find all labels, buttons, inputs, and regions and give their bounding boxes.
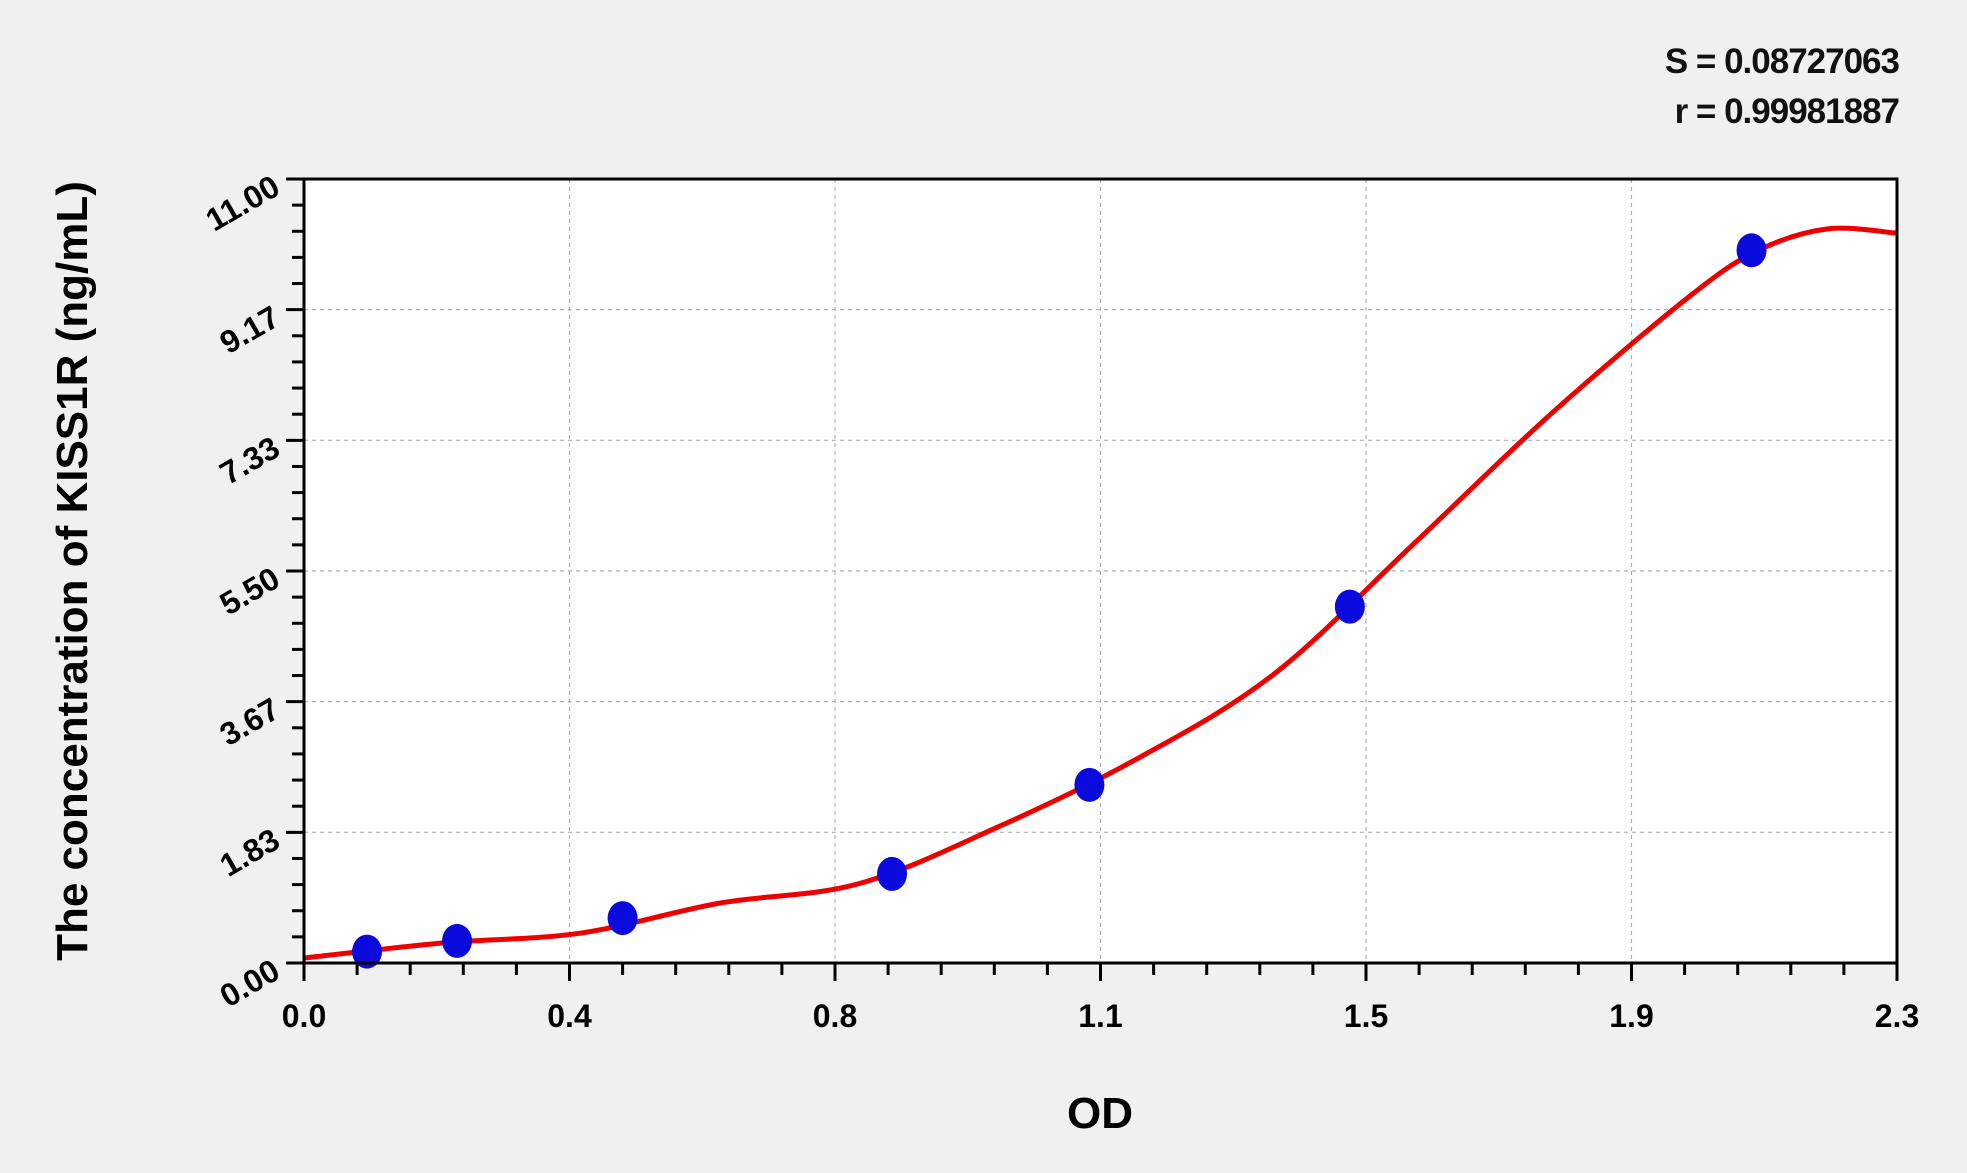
y-tick-label: 11.00 bbox=[200, 168, 286, 238]
x-axis-title: OD bbox=[1067, 1089, 1133, 1138]
x-tick-label: 2.3 bbox=[1875, 998, 1919, 1034]
data-point bbox=[352, 934, 383, 969]
x-tick-label: 1.1 bbox=[1078, 998, 1122, 1034]
stat-s: S = 0.08727063 bbox=[1664, 42, 1900, 81]
y-tick-label: 0.00 bbox=[214, 952, 286, 1014]
x-tick-label: 1.5 bbox=[1344, 998, 1388, 1034]
data-point bbox=[877, 856, 908, 891]
data-point bbox=[1736, 233, 1767, 268]
plot-frame bbox=[302, 177, 1899, 965]
x-tick-label: 0.0 bbox=[282, 998, 326, 1034]
stat-r: r = 0.99981887 bbox=[1674, 92, 1900, 131]
x-tick-label: 0.8 bbox=[813, 998, 857, 1034]
x-tick-label: 0.4 bbox=[547, 998, 592, 1034]
data-point bbox=[607, 901, 638, 936]
y-tick-label: 1.83 bbox=[214, 821, 286, 883]
y-tick-label: 3.67 bbox=[214, 691, 286, 753]
data-point bbox=[442, 923, 473, 958]
data-point bbox=[1074, 767, 1105, 802]
y-tick-label: 7.33 bbox=[214, 429, 286, 491]
fit-curve bbox=[303, 225, 1898, 961]
data-point bbox=[1334, 589, 1365, 624]
y-tick-label: 9.17 bbox=[214, 299, 286, 361]
y-axis-title: The concentration of KISS1R (ng/mL) bbox=[48, 181, 97, 961]
x-tick-label: 1.9 bbox=[1609, 998, 1653, 1034]
y-tick-label: 5.50 bbox=[214, 560, 286, 622]
